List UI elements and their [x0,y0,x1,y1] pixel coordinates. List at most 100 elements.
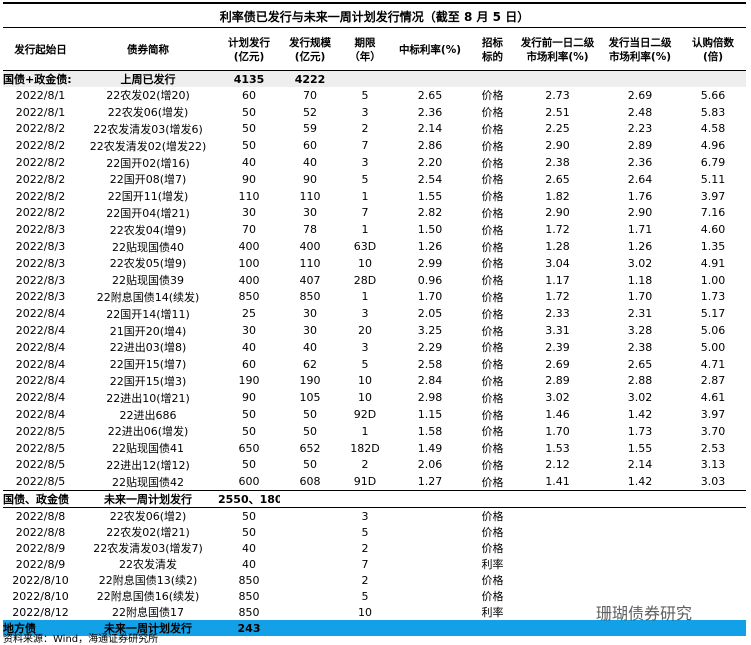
cell-same: 3.28 [627,324,653,338]
data-row: 2022/8/3 22贴现国债39 400 407 28D 0.96 价格 1.17 1.18 1… [3,272,746,289]
cell-pre: 1.70 [545,424,570,438]
cell-method: 价格 [481,475,504,489]
cell-term: 3 [361,340,369,354]
cell-name: 22国开02(增16) [106,156,190,170]
cell-term: 5 [361,589,369,603]
cell-method: 价格 [481,139,504,153]
cell-pre: 1.82 [545,189,570,203]
data-row: 2022/8/12 22附息国债17 850 10 利率 [3,604,746,620]
cell-multiple: 3.97 [700,408,726,422]
cell-pre: 2.65 [545,172,570,186]
cell-method: 价格 [481,106,504,120]
cell-pre: 1.28 [545,240,570,254]
cell-size: 407 [299,273,321,287]
cell-size: 110 [299,256,321,270]
cell-rate: 1.49 [417,441,443,455]
cell-method: 价格 [481,510,504,524]
cell-same: 2.89 [627,139,653,153]
data-row: 2022/8/8 22农发06(增2) 50 3 价格 [3,508,746,525]
empty-cell [600,524,680,540]
section-plan: 4135 [218,70,280,87]
header-line: (倍) [702,51,724,63]
cell-name: 22进出03(增8) [109,341,187,355]
cell-rate: 1.15 [417,408,443,422]
header-line: 发行规模 [289,37,331,49]
section-row: 国债+政金债: 上周已发行 4135 4222 [3,70,746,87]
cell-same: 1.70 [627,290,653,304]
cell-plan: 50 [242,408,256,422]
header-line: 认购倍数 [692,37,734,49]
data-row: 2022/8/2 22农发清发02(增发22) 50 60 7 2.86 价格 2.90 2.8… [3,137,746,154]
cell-method: 价格 [481,307,504,321]
empty-cell [680,70,746,87]
section-label: 国债、政金债 [3,490,78,509]
column-header: 招标 标的 [470,30,515,71]
empty-cell [280,588,340,604]
header-line: (亿元) [233,51,265,63]
cell-term: 91D [353,475,377,489]
cell-term: 2 [361,573,369,587]
cell-multiple: 5.00 [700,340,726,354]
cell-size: 608 [299,475,321,489]
column-header: 发行起始日 [3,30,78,71]
cell-rate: 2.54 [417,172,443,186]
cell-date: 2022/8/1 [15,88,66,102]
column-header: 中标利率(%) [390,30,470,71]
empty-cell [390,588,470,604]
cell-rate: 1.58 [417,424,443,438]
empty-cell [515,620,600,637]
cell-pre: 2.89 [545,374,570,388]
empty-cell [680,620,746,637]
cell-plan: 850 [238,605,260,619]
cell-name: 21国开20(增4) [109,324,187,338]
cell-method: 价格 [481,425,504,439]
column-header: 债券简称 [78,30,218,71]
cell-plan: 90 [242,391,256,405]
cell-date: 2022/8/5 [15,441,66,455]
empty-cell [600,508,680,525]
cell-name: 22农发清发03(增发6) [93,122,203,136]
cell-same: 2.65 [627,357,653,371]
cell-date: 2022/8/3 [15,290,66,304]
section-sublabel: 上周已发行 [78,70,218,87]
section-row: 地方债 未来一周计划发行 243 [3,620,746,637]
cell-pre: 3.04 [545,256,570,270]
cell-same: 2.90 [627,206,653,220]
data-row: 2022/8/4 22进出10(增21) 90 105 10 2.98 价格 3.02 3.02… [3,389,746,406]
cell-term: 1 [361,424,369,438]
data-row: 2022/8/5 22进出06(增发) 50 50 1 1.58 价格 1.70 1.73 3.7… [3,423,746,440]
cell-plan: 50 [242,525,256,539]
cell-pre: 1.53 [545,441,570,455]
cell-method: 价格 [481,324,504,338]
cell-plan: 850 [238,589,260,603]
cell-multiple: 3.70 [700,424,726,438]
cell-rate: 2.20 [417,156,443,170]
cell-size: 52 [303,105,317,119]
cell-method: 价格 [481,442,504,456]
cell-rate: 2.65 [417,88,443,102]
cell-plan: 40 [242,156,256,170]
watermark: 珊瑚债券研究 [596,604,693,623]
cell-term: 182D [350,441,380,455]
header-line: 市场利率(%) [608,51,672,63]
cell-name: 22贴现国债42 [112,475,184,489]
cell-date: 2022/8/5 [15,424,66,438]
data-row: 2022/8/2 22国开02(增16) 40 40 3 2.20 价格 2.38 2.36 6.… [3,154,746,171]
empty-cell [280,556,340,572]
cell-term: 7 [361,139,369,153]
cell-date: 2022/8/2 [15,189,66,203]
empty-cell [340,70,390,87]
data-row: 2022/8/10 22附息国债16(续发) 850 5 价格 [3,588,746,604]
header-line: 标的 [482,51,503,63]
cell-name: 22贴现国债39 [112,274,184,288]
cell-multiple: 7.16 [700,206,726,220]
cell-size: 30 [303,324,317,338]
cell-name: 22进出12(增12) [106,458,190,472]
cell-pre: 1.41 [545,475,570,489]
cell-date: 2022/8/3 [15,256,66,270]
cell-rate: 1.55 [417,189,443,203]
cell-date: 2022/8/9 [15,541,66,555]
cell-date: 2022/8/12 [12,605,69,619]
cell-pre: 2.39 [545,340,570,354]
cell-name: 22国开15(增3) [109,374,187,388]
